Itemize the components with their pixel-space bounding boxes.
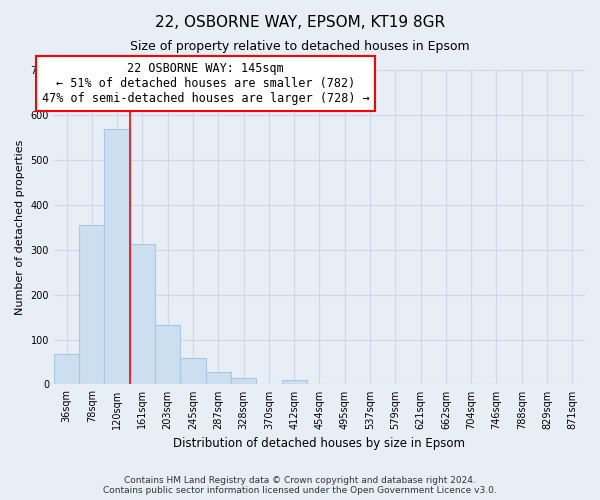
X-axis label: Distribution of detached houses by size in Epsom: Distribution of detached houses by size … <box>173 437 466 450</box>
Bar <box>231 378 256 384</box>
Bar <box>79 225 104 384</box>
Text: 22, OSBORNE WAY, EPSOM, KT19 8GR: 22, OSBORNE WAY, EPSOM, KT19 8GR <box>155 15 445 30</box>
Text: Contains HM Land Registry data © Crown copyright and database right 2024.
Contai: Contains HM Land Registry data © Crown c… <box>103 476 497 495</box>
Bar <box>206 372 231 384</box>
Bar <box>155 324 181 384</box>
Bar <box>54 354 79 384</box>
Bar <box>281 380 307 384</box>
Bar <box>130 244 155 384</box>
Bar <box>181 358 206 384</box>
Bar <box>104 130 130 384</box>
Text: 22 OSBORNE WAY: 145sqm
← 51% of detached houses are smaller (782)
47% of semi-de: 22 OSBORNE WAY: 145sqm ← 51% of detached… <box>42 62 370 105</box>
Text: Size of property relative to detached houses in Epsom: Size of property relative to detached ho… <box>130 40 470 53</box>
Y-axis label: Number of detached properties: Number of detached properties <box>15 140 25 315</box>
